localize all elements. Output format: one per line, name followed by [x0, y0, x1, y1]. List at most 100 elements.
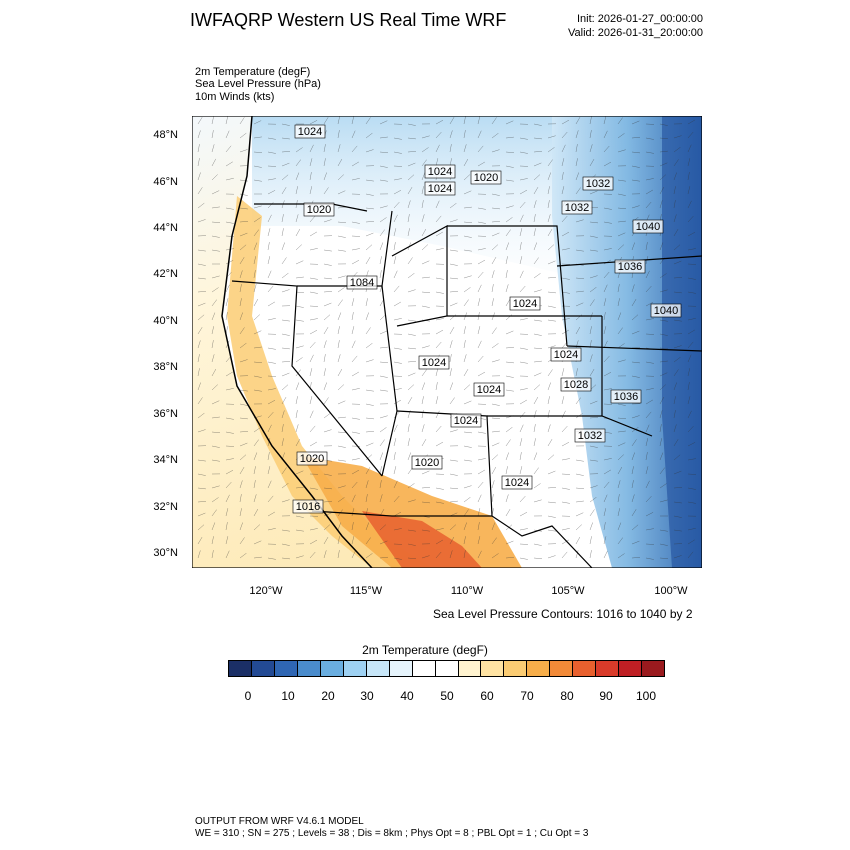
- wind-barb: [673, 454, 681, 461]
- wind-barb: [603, 130, 608, 139]
- wind-barb: [645, 137, 654, 140]
- wind-barb: [323, 382, 327, 391]
- wind-barb: [295, 172, 300, 181]
- wind-barb: [337, 206, 346, 209]
- wind-barb: [547, 438, 553, 447]
- wind-barb: [603, 326, 607, 335]
- wind-barb: [393, 466, 397, 475]
- wind-barb: [337, 116, 340, 125]
- wind-barb: [645, 270, 650, 279]
- wind-barb: [687, 341, 694, 349]
- wind-barb: [267, 165, 277, 167]
- wind-barb: [365, 522, 370, 531]
- wind-barb: [337, 459, 346, 462]
- wind-barb: [519, 270, 524, 279]
- wind-barb: [239, 284, 242, 293]
- wind-barb: [421, 291, 431, 294]
- wind-barb: [687, 382, 690, 391]
- wind-barb: [561, 231, 570, 237]
- wind-barb: [519, 201, 526, 209]
- wind-barb: [533, 123, 542, 126]
- wind-barb: [659, 384, 666, 391]
- wind-barb: [211, 340, 214, 349]
- slp-label-box: [450, 413, 482, 428]
- wind-barb: [645, 201, 652, 209]
- wind-barb: [687, 291, 696, 294]
- wind-barb: [491, 232, 500, 237]
- wind-barb: [197, 314, 205, 321]
- wind-barb: [309, 231, 318, 237]
- wind-barb: [365, 342, 373, 349]
- wind-barb: [407, 347, 417, 350]
- colorbar-tick-label: 0: [244, 689, 252, 703]
- wind-barb: [673, 345, 682, 349]
- wind-barb: [295, 345, 304, 349]
- wind-barb: [351, 536, 355, 545]
- wind-barb: [561, 410, 566, 419]
- wind-barb: [211, 158, 217, 167]
- wind-barb: [449, 524, 457, 531]
- wind-barb: [393, 347, 402, 350]
- wind-barb: [393, 438, 397, 447]
- wind-barb: [281, 396, 287, 405]
- wind-barb: [323, 249, 332, 252]
- wind-barb: [197, 144, 200, 153]
- wind-barb: [365, 442, 374, 447]
- wind-barb: [589, 190, 598, 195]
- wind-barb: [295, 486, 304, 489]
- wind-barb: [519, 242, 522, 251]
- wind-barb: [589, 158, 595, 167]
- wind-barb: [687, 539, 695, 545]
- wind-barb: [435, 368, 439, 377]
- wind-barb: [407, 499, 416, 503]
- wind-barb: [267, 375, 277, 377]
- wind-barb: [197, 202, 205, 209]
- wind-barb: [519, 256, 523, 265]
- wind-barb: [575, 144, 578, 153]
- wind-barb: [603, 536, 607, 545]
- wind-barb: [561, 158, 565, 167]
- wind-barb: [225, 298, 229, 307]
- wind-barb: [631, 452, 635, 461]
- wind-barb: [295, 470, 304, 475]
- wind-barb: [449, 536, 455, 545]
- wind-barb: [379, 205, 388, 209]
- wind-barb: [393, 165, 403, 167]
- wind-barb: [491, 149, 500, 153]
- wind-barb: [351, 221, 360, 224]
- field-label-pressure: Sea Level Pressure (hPa): [195, 78, 321, 90]
- wind-barb: [365, 298, 368, 307]
- wind-barb: [309, 396, 313, 405]
- wind-barb: [505, 217, 513, 223]
- wind-barb: [197, 524, 205, 531]
- wind-barb: [253, 229, 260, 237]
- wind-barb: [407, 214, 410, 223]
- wind-barb: [239, 193, 248, 196]
- wind-barb: [379, 314, 387, 321]
- wind-barb: [547, 454, 555, 461]
- wind-barb: [533, 452, 538, 461]
- wind-barb: [309, 354, 314, 363]
- wind-barb: [197, 354, 200, 363]
- wind-barb: [211, 459, 220, 462]
- wind-barb: [449, 249, 458, 252]
- wind-barb: [211, 497, 219, 503]
- wind-barb: [547, 159, 553, 167]
- wind-barb: [449, 397, 455, 405]
- wind-barb: [617, 522, 622, 531]
- slp-label-box: [650, 303, 682, 318]
- wind-barb: [659, 360, 668, 363]
- wind-barb: [323, 172, 327, 181]
- wind-barb: [589, 116, 592, 125]
- wind-barb: [337, 536, 340, 545]
- slp-label-box: [473, 382, 505, 397]
- wind-barb: [575, 512, 584, 517]
- wind-barb: [589, 445, 598, 448]
- wind-barb: [379, 136, 388, 139]
- wind-barb: [547, 501, 556, 504]
- wind-barb: [365, 312, 369, 321]
- wind-barb: [281, 123, 290, 126]
- wind-barb: [449, 302, 458, 307]
- wind-barb: [687, 158, 691, 167]
- colorbar-segment: [274, 661, 298, 676]
